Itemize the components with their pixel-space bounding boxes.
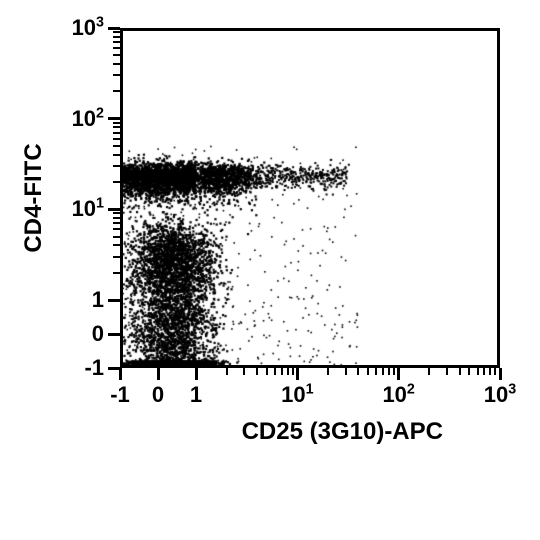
y-tick-minor (113, 145, 120, 147)
y-tick-label: -1 (84, 355, 104, 381)
x-tick-minor (367, 368, 369, 375)
x-tick-minor (428, 368, 430, 375)
x-tick-minor (243, 368, 245, 375)
y-tick-minor (113, 165, 120, 167)
x-tick-minor (281, 368, 283, 375)
y-tick-minor (113, 31, 120, 33)
x-tick-minor (459, 368, 461, 375)
y-tick-label: 1 (92, 287, 104, 313)
y-tick-minor (113, 54, 120, 56)
y-tick-minor (113, 244, 120, 246)
x-tick-mark (397, 368, 400, 380)
y-tick-minor (113, 256, 120, 258)
y-tick-minor (113, 236, 120, 238)
x-tick-mark (296, 368, 299, 380)
x-tick-minor (489, 368, 491, 375)
y-tick-mark (108, 299, 120, 302)
y-tick-mark (108, 333, 120, 336)
y-tick-minor (113, 36, 120, 38)
x-axis-label: CD25 (3G10)-APC (242, 418, 443, 446)
y-tick-minor (113, 272, 120, 274)
y-tick-minor (113, 90, 120, 92)
x-tick-minor (382, 368, 384, 375)
y-axis-label: CD4-FITC (20, 143, 48, 252)
x-tick-minor (226, 368, 228, 375)
y-tick-minor (113, 47, 120, 49)
x-tick-minor (274, 368, 276, 375)
y-tick-minor (113, 41, 120, 43)
y-tick-minor (113, 138, 120, 140)
x-tick-label: 103 (484, 382, 516, 408)
x-tick-mark (195, 368, 198, 380)
x-tick-label: 1 (190, 382, 202, 408)
x-tick-minor (256, 368, 258, 375)
x-tick-minor (292, 368, 294, 375)
x-tick-minor (446, 368, 448, 375)
y-tick-mark (108, 367, 120, 370)
x-tick-minor (266, 368, 268, 375)
y-tick-mark (108, 27, 120, 30)
y-tick-minor (113, 74, 120, 76)
x-tick-mark (157, 368, 160, 380)
x-tick-minor (468, 368, 470, 375)
y-tick-label: 103 (72, 15, 104, 41)
y-tick-label: 102 (72, 106, 104, 132)
x-tick-mark (119, 368, 122, 380)
x-tick-minor (287, 368, 289, 375)
x-tick-minor (375, 368, 377, 375)
x-tick-mark (499, 368, 502, 380)
y-tick-minor (113, 228, 120, 230)
y-tick-minor (113, 154, 120, 156)
x-tick-minor (483, 368, 485, 375)
x-tick-label: -1 (110, 382, 130, 408)
scatter-canvas (123, 31, 497, 365)
x-tick-label: 102 (382, 382, 414, 408)
x-tick-minor (388, 368, 390, 375)
y-tick-minor (113, 132, 120, 134)
y-tick-minor (113, 122, 120, 124)
x-tick-minor (477, 368, 479, 375)
x-tick-minor (393, 368, 395, 375)
y-tick-minor (113, 181, 120, 183)
chart-container: CD25 (3G10)-APC CD4-FITC -101101102103-1… (0, 0, 540, 540)
x-tick-label: 0 (152, 382, 164, 408)
y-tick-minor (113, 212, 120, 214)
x-tick-minor (357, 368, 359, 375)
y-tick-minor (113, 63, 120, 65)
y-tick-minor (113, 217, 120, 219)
y-tick-label: 101 (72, 196, 104, 222)
y-tick-minor (113, 126, 120, 128)
y-tick-minor (113, 222, 120, 224)
x-tick-minor (345, 368, 347, 375)
y-tick-label: 0 (92, 321, 104, 347)
x-tick-minor (327, 368, 329, 375)
x-tick-minor (494, 368, 496, 375)
y-tick-mark (108, 117, 120, 120)
x-tick-label: 101 (281, 382, 313, 408)
y-tick-mark (108, 208, 120, 211)
